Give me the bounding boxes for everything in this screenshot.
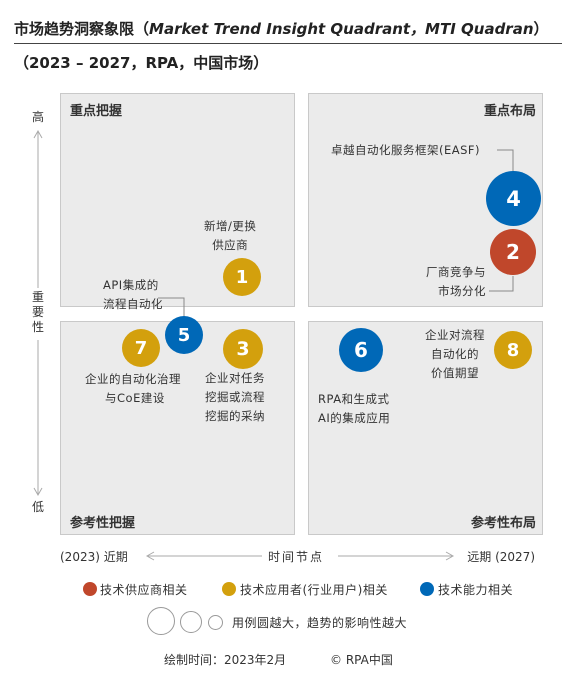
point-8-label-line: 企业对流程 (425, 328, 485, 342)
footer-copyright: © RPA中国 (330, 653, 393, 667)
point-2-label-line: 厂商竞争与 (426, 265, 486, 279)
point-1-label-line: 供应商 (212, 238, 249, 252)
point-1-number: 1 (235, 266, 249, 288)
footer-date: 绘制时间：2023年2月 (164, 653, 287, 667)
connector-point-4 (497, 149, 514, 176)
point-4-number: 4 (506, 186, 521, 211)
point-3-label-line: 挖掘或流程 (205, 390, 265, 404)
quadrant-label-top-left: 重点把握 (70, 104, 123, 119)
title-divider (14, 43, 562, 44)
legend-swatch-supplier (83, 582, 97, 596)
connector-point-2 (489, 276, 514, 292)
point-3-number: 3 (236, 338, 250, 360)
y-axis-up-arrowhead (33, 129, 43, 139)
point-8-label-line: 自动化的 (431, 347, 479, 361)
trend-point-1: 1 (223, 258, 261, 296)
size-legend-small-circle (208, 615, 223, 630)
title-suffix: ） (533, 20, 549, 38)
point-8-label-line: 价值期望 (431, 366, 479, 380)
point-5-label-line: 流程自动化 (103, 297, 163, 311)
quadrant-label-top-right: 重点布局 (483, 104, 536, 119)
y-axis-down-arrowhead (33, 487, 43, 497)
point-6-label: RPA和生成式 AI的集成应用 (318, 390, 390, 428)
legend-swatch-user (222, 582, 236, 596)
point-4-label-line: 卓越自动化服务框架(EASF) (331, 143, 481, 157)
connector-point-5 (158, 297, 185, 318)
trend-point-4: 4 (486, 171, 541, 226)
point-7-number: 7 (134, 337, 148, 359)
point-7-label-line: 与CoE建设 (105, 391, 165, 405)
y-axis-label: 重要性 (31, 290, 44, 334)
point-6-label-line: RPA和生成式 (318, 392, 390, 406)
x-axis-near: (2023) 近期 (60, 550, 128, 564)
point-8-label: 企业对流程 自动化的 价值期望 (425, 326, 485, 383)
point-2-label: 厂商竞争与 市场分化 (426, 263, 486, 301)
legend-label-tech: 技术能力相关 (438, 583, 514, 597)
point-3-label: 企业对任务 挖掘或流程 挖掘的采纳 (205, 369, 265, 426)
point-7-label-line: 企业的自动化治理 (85, 372, 181, 386)
trend-point-3: 3 (223, 329, 263, 369)
x-axis-far: 远期 (2027) (467, 550, 535, 564)
trend-point-7: 7 (122, 329, 160, 367)
title-english: Market Trend Insight Quadrant，MTI Quadra… (149, 20, 534, 38)
point-7-label: 企业的自动化治理 与CoE建设 (85, 370, 181, 408)
chart-subtitle: （2023 – 2027，RPA，中国市场） (14, 54, 269, 72)
y-axis-low: 低 (31, 500, 44, 514)
x-axis-right-arrowhead (445, 551, 455, 561)
point-6-number: 6 (354, 338, 368, 362)
trend-point-2: 2 (490, 229, 536, 275)
chart-title: 市场趋势洞察象限（Market Trend Insight Quadrant，M… (14, 18, 549, 39)
x-axis-label: 时间节点 (268, 550, 325, 564)
point-2-number: 2 (506, 240, 520, 264)
x-axis-left-arrowhead (145, 551, 155, 561)
size-legend-large-circle (147, 607, 175, 635)
trend-point-8: 8 (494, 331, 532, 369)
size-legend-note: 用例圆越大，趋势的影响性越大 (232, 616, 408, 630)
trend-point-5: 5 (165, 316, 203, 354)
point-4-label: 卓越自动化服务框架(EASF) (331, 141, 480, 160)
point-1-label: 新增/更换 供应商 (204, 217, 256, 255)
quadrant-label-bottom-left: 参考性把握 (70, 516, 136, 531)
legend-label-supplier: 技术供应商相关 (100, 583, 188, 597)
quadrant-label-bottom-right: 参考性布局 (470, 516, 536, 531)
point-5-label: API集成的 流程自动化 (103, 276, 163, 314)
point-6-label-line: AI的集成应用 (318, 411, 391, 425)
legend-swatch-tech (420, 582, 434, 596)
point-8-number: 8 (506, 339, 520, 361)
point-3-label-line: 企业对任务 (205, 371, 265, 385)
y-axis-high: 高 (31, 110, 44, 124)
legend-label-user: 技术应用者(行业用户)相关 (240, 583, 388, 597)
point-2-label-line: 市场分化 (438, 284, 486, 298)
point-1-label-line: 新增/更换 (204, 219, 257, 233)
point-5-number: 5 (177, 324, 191, 346)
point-3-label-line: 挖掘的采纳 (205, 409, 265, 423)
size-legend-medium-circle (180, 611, 202, 633)
trend-point-6: 6 (339, 328, 383, 372)
point-5-label-line: API集成的 (103, 278, 159, 292)
title-prefix: 市场趋势洞察象限（ (14, 20, 150, 38)
